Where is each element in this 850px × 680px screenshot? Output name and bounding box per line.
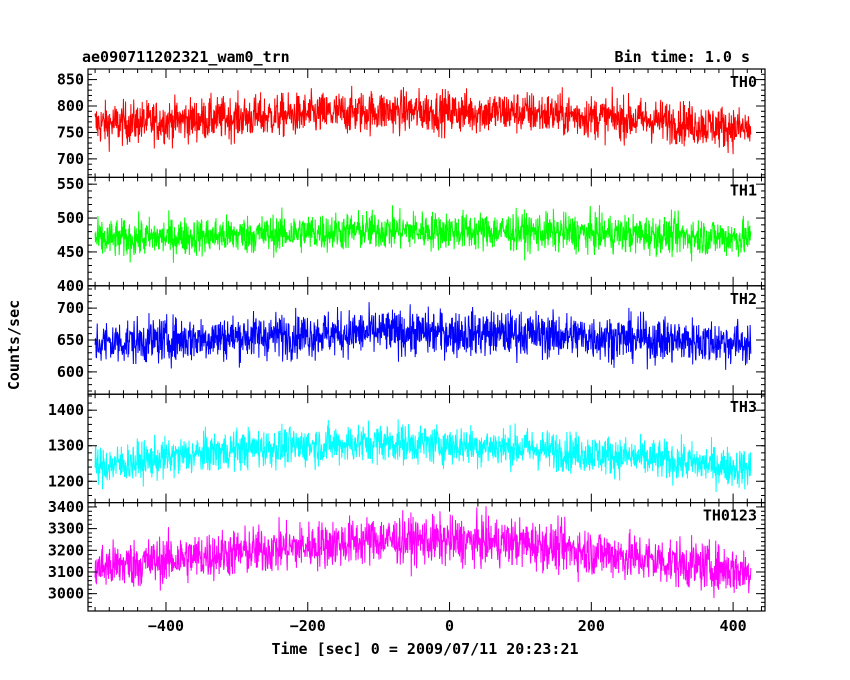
x-tick-label: −400 — [148, 617, 184, 635]
panel-label: TH0 — [730, 73, 757, 91]
panel-frame — [87, 502, 766, 612]
y-tick-label: 1300 — [48, 437, 84, 455]
panel-th1: 400 450 500 550 TH1 — [57, 175, 766, 295]
bin-time-label: Bin time: 1.0 s — [615, 48, 750, 66]
panels-group: 700 750 800 850 TH0 400 450 500 550 TH1 600 650 700 T… — [48, 68, 766, 635]
y-tick-label: 450 — [57, 243, 84, 261]
y-tick-label: 600 — [57, 363, 84, 381]
y-tick-label: 1200 — [48, 472, 84, 490]
series-line-th0 — [94, 85, 752, 155]
panel-th2: 600 650 700 TH2 — [57, 285, 766, 395]
y-tick-label: 1400 — [48, 401, 84, 419]
y-tick-label: 700 — [57, 299, 84, 317]
series-line-th0123 — [94, 506, 752, 599]
y-axis-label: Counts/sec — [5, 300, 23, 390]
y-tick-label: 3400 — [48, 498, 84, 516]
series-line-th2 — [94, 302, 752, 370]
x-tick-label: −200 — [290, 617, 326, 635]
x-tick-label: 0 — [445, 617, 454, 635]
x-axis-label: Time [sec] 0 = 2009/07/11 20:23:21 — [271, 640, 578, 658]
panel-th0: 700 750 800 850 TH0 — [57, 68, 766, 179]
panel-label: TH3 — [730, 398, 757, 416]
y-tick-label: 400 — [57, 277, 84, 295]
y-tick-label: 3000 — [48, 585, 84, 603]
panel-label: TH2 — [730, 290, 757, 308]
y-tick-label: 650 — [57, 331, 84, 349]
y-tick-label: 3300 — [48, 520, 84, 538]
panel-label: TH0123 — [703, 507, 757, 525]
series-line-th1 — [94, 205, 752, 263]
y-tick-label: 800 — [57, 97, 84, 115]
panel-th3: 1200 1300 1400 TH3 — [48, 393, 766, 504]
panel-th0123: 3000 3100 3200 3300 3400 TH0123 — [48, 498, 766, 612]
x-tick-label: 200 — [578, 617, 605, 635]
y-tick-label: 750 — [57, 123, 84, 141]
y-tick-label: 700 — [57, 150, 84, 168]
y-tick-label: 3200 — [48, 541, 84, 559]
panel-label: TH1 — [730, 181, 757, 199]
y-tick-label: 550 — [57, 175, 84, 193]
plot-title-left: ae090711202321_wam0_trn — [82, 48, 290, 66]
series-line-th3 — [94, 419, 752, 492]
x-tick-label: 400 — [720, 617, 747, 635]
y-tick-label: 3100 — [48, 563, 84, 581]
y-tick-label: 500 — [57, 209, 84, 227]
y-tick-label: 850 — [57, 71, 84, 89]
